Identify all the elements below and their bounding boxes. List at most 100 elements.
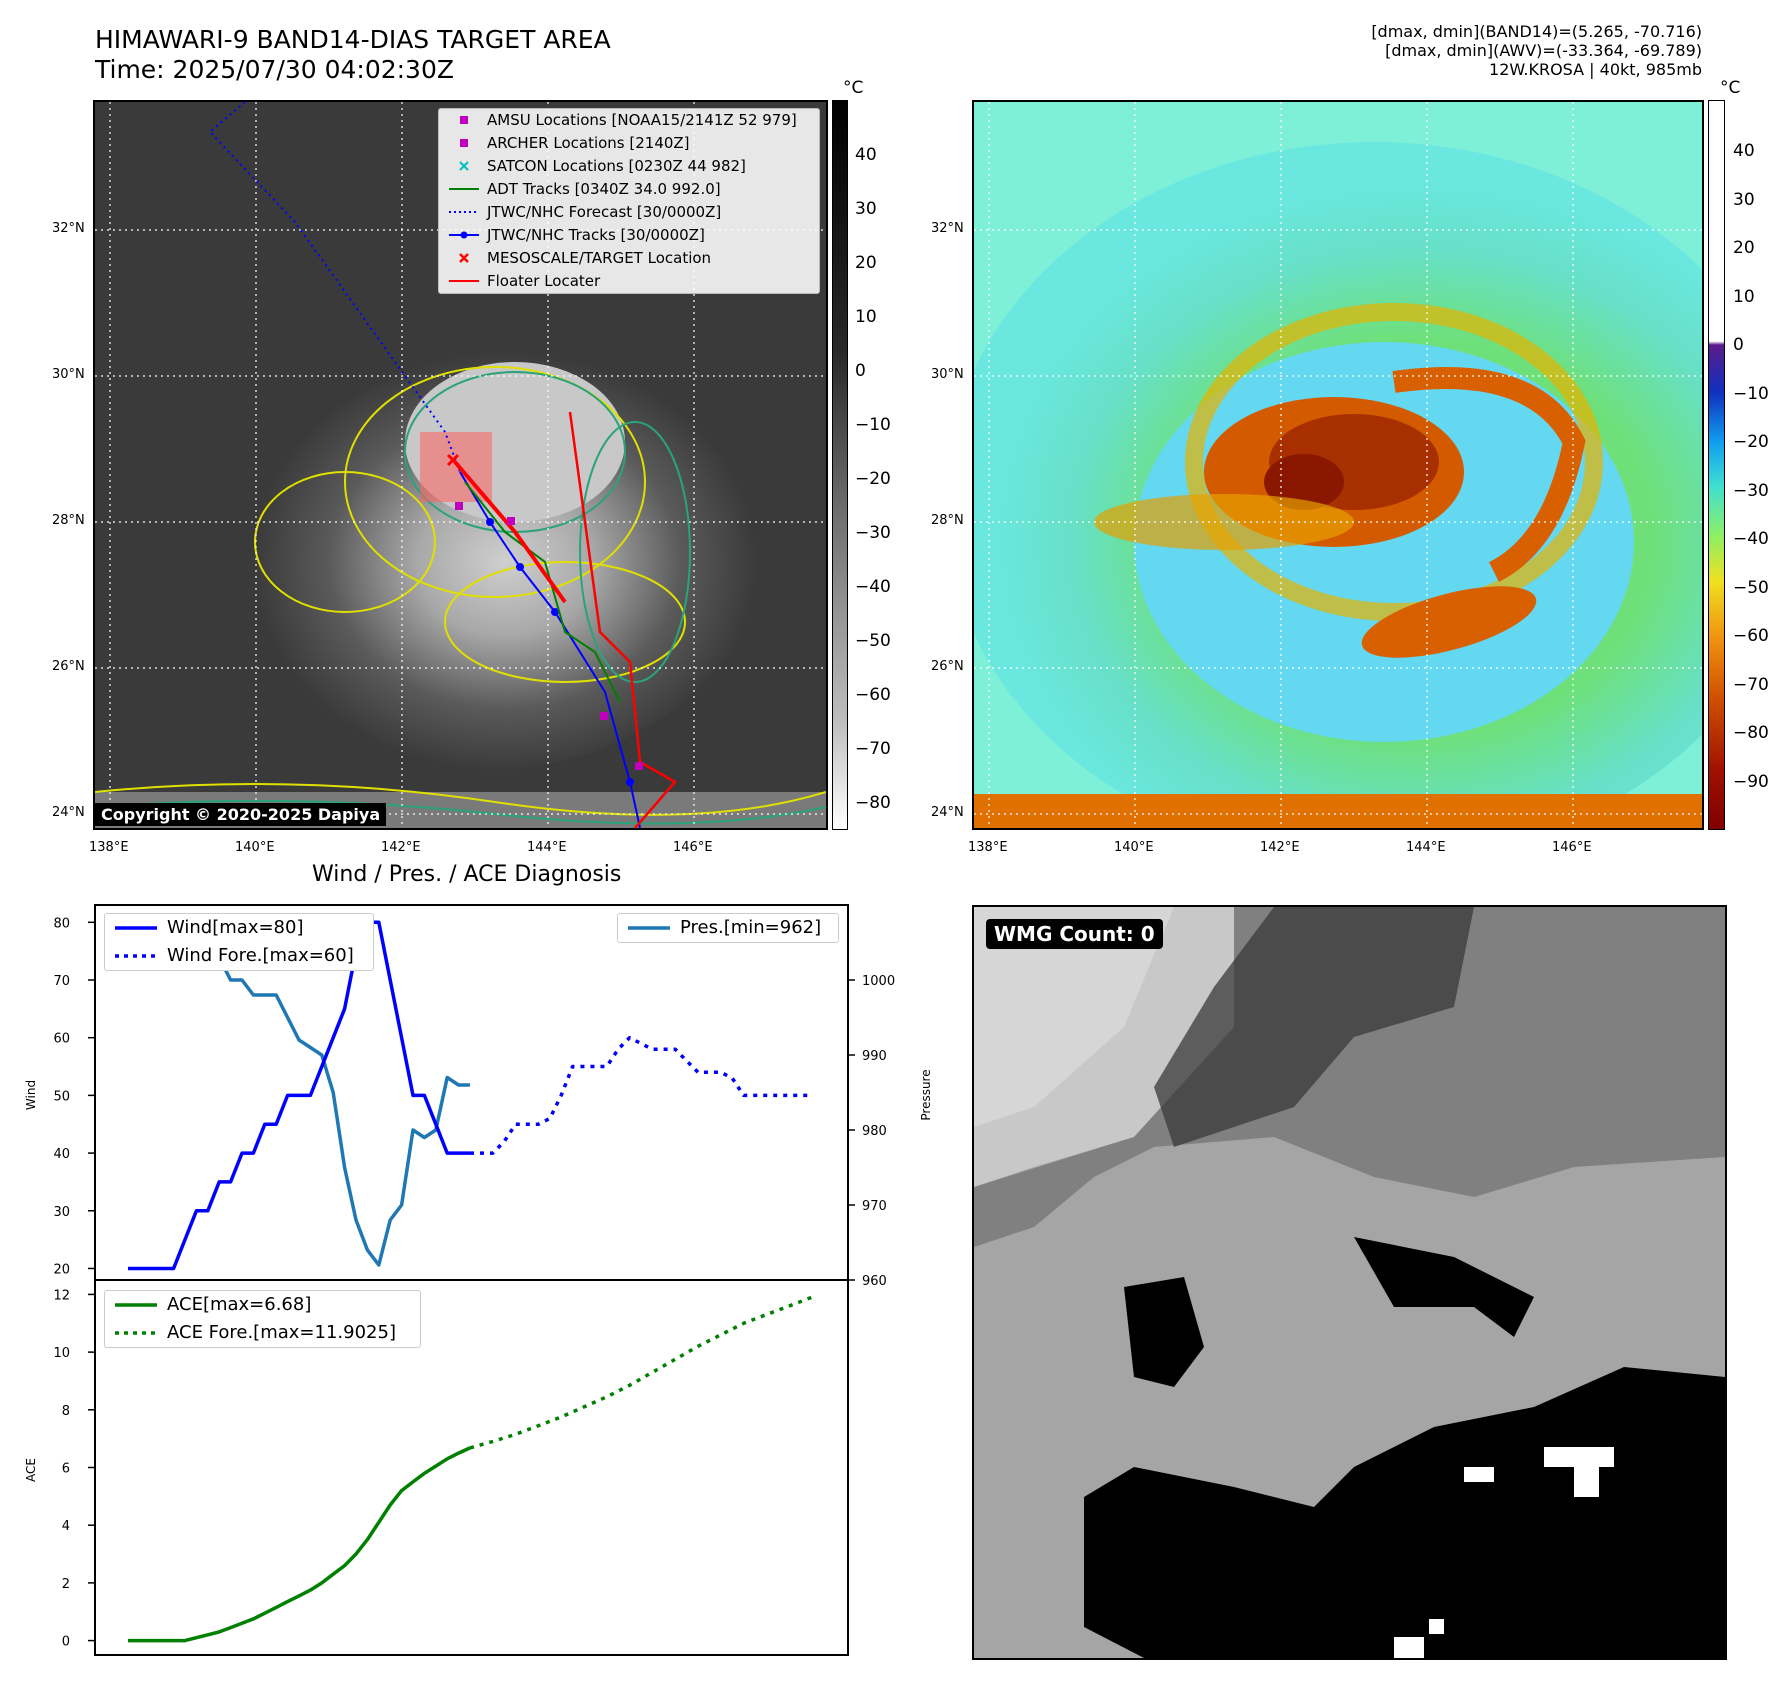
y-tick-label: 60 <box>53 1032 70 1047</box>
lat-label: 24°N <box>931 805 964 820</box>
lon-label: 146°E <box>1552 840 1592 855</box>
square-marker-icon <box>460 139 468 147</box>
lat-label: 30°N <box>52 367 85 382</box>
color-colorbar <box>1708 100 1725 830</box>
lat-label: 32°N <box>931 221 964 236</box>
wind-y-ticks: 80 70 60 50 40 30 20 <box>53 916 95 1277</box>
colorbar-tick: −50 <box>855 631 891 651</box>
line-icon <box>115 1303 157 1307</box>
colorbar-tick: −40 <box>855 577 891 597</box>
colorbar-tick: −30 <box>1733 481 1769 501</box>
colorbar-tick: −10 <box>1733 384 1769 404</box>
colorbar-tick: 40 <box>855 145 877 165</box>
wmg-count-badge: WMG Count: 0 <box>986 919 1163 949</box>
line-icon <box>115 926 157 930</box>
y-tick-label: 1000 <box>862 974 895 989</box>
dotted-line-icon <box>115 954 157 958</box>
lon-label: 138°E <box>968 840 1008 855</box>
y-tick-label: 2 <box>62 1577 70 1592</box>
colorbar-tick: −10 <box>855 415 891 435</box>
y-tick-label: 970 <box>862 1199 887 1214</box>
line-icon <box>449 188 479 190</box>
wmg-panel: WMG Count: 0 <box>972 905 1727 1660</box>
ace-legend: ACE[max=6.68] ACE Fore.[max=11.9025] <box>104 1290 421 1348</box>
y-tick-label: 8 <box>62 1404 70 1419</box>
colorbar-tick: −70 <box>855 739 891 759</box>
y-tick-label: 70 <box>53 974 70 989</box>
colorbar-tick: −20 <box>1733 432 1769 452</box>
lat-label: 28°N <box>931 513 964 528</box>
legend-item-wind: Wind[max=80] <box>105 914 373 942</box>
legend-item-ace: ACE[max=6.68] <box>105 1291 420 1319</box>
line-icon <box>449 280 479 282</box>
colorbar-tick: −30 <box>855 523 891 543</box>
map-legend: AMSU Locations [NOAA15/2141Z 52 979] ARC… <box>438 108 820 294</box>
colorbar-tick: −80 <box>855 793 891 813</box>
y-tick-label: 990 <box>862 1049 887 1064</box>
lat-label: 26°N <box>931 659 964 674</box>
lon-label: 146°E <box>673 840 713 855</box>
y-tick-label: 20 <box>53 1262 70 1277</box>
ace-lines <box>128 1295 813 1643</box>
lon-label: 144°E <box>527 840 567 855</box>
title-line-1: HIMAWARI-9 BAND14-DIAS TARGET AREA <box>95 25 611 54</box>
y-tick-label: 80 <box>53 916 70 931</box>
lat-label: 24°N <box>52 805 85 820</box>
y-tick-label: 0 <box>62 1635 70 1650</box>
colorbar-tick: −80 <box>1733 723 1769 743</box>
wind-legend: Wind[max=80] Wind Fore.[max=60] <box>104 913 374 971</box>
line-dot-icon <box>449 231 479 239</box>
lat-label: 30°N <box>931 367 964 382</box>
lon-label: 140°E <box>1114 840 1154 855</box>
x-marker-icon <box>459 161 469 171</box>
colorbar-tick: −60 <box>855 685 891 705</box>
series-line <box>128 1446 471 1643</box>
diagnosis-title: Wind / Pres. / ACE Diagnosis <box>312 862 622 887</box>
y-tick-label: 30 <box>53 1205 70 1220</box>
colorbar-tick: −70 <box>1733 675 1769 695</box>
pressure-axis-label: Pressure <box>919 1069 930 1120</box>
legend-item-forecast: JTWC/NHC Forecast [30/0000Z] <box>439 201 819 224</box>
lat-label: 32°N <box>52 221 85 236</box>
colorbar-tick: 0 <box>855 361 866 381</box>
colorbar-tick: −60 <box>1733 626 1769 646</box>
square-marker-icon <box>460 116 468 124</box>
lon-label: 142°E <box>1260 840 1300 855</box>
legend-item-target: MESOSCALE/TARGET Location <box>439 247 819 270</box>
series-line <box>128 920 470 1271</box>
gray-colorbar <box>832 100 848 830</box>
series-line <box>470 1035 812 1155</box>
colorbar-tick: 0 <box>1733 335 1744 355</box>
y-tick-label: 960 <box>862 1274 887 1289</box>
lat-label: 28°N <box>52 513 85 528</box>
legend-item-amsu: AMSU Locations [NOAA15/2141Z 52 979] <box>439 109 819 132</box>
figure-title: HIMAWARI-9 BAND14-DIAS TARGET AREA Time:… <box>95 25 611 85</box>
legend-item-tracks: JTWC/NHC Tracks [30/0000Z] <box>439 224 819 247</box>
colorbar-tick: 10 <box>855 307 877 327</box>
colorbar-tick: −90 <box>1733 772 1769 792</box>
ace-axis-label: ACE <box>24 1458 38 1482</box>
storm-info: [dmax, dmin](BAND14)=(5.265, -70.716) [d… <box>1102 22 1702 79</box>
legend-item-floater: Floater Locater <box>439 270 819 293</box>
legend-item-satcon: SATCON Locations [0230Z 44 982] <box>439 155 819 178</box>
colorbar-tick: 30 <box>1733 190 1755 210</box>
y-tick-label: 980 <box>862 1124 887 1139</box>
wmg-image <box>974 907 1725 1658</box>
legend-item-pressure: Pres.[min=962] <box>618 914 838 942</box>
colorbar-tick: 40 <box>1733 141 1755 161</box>
colorbar-tick: 20 <box>855 253 877 273</box>
wind-axis-label: Wind <box>24 1080 38 1110</box>
line-icon <box>628 926 670 930</box>
pressure-legend: Pres.[min=962] <box>617 913 839 943</box>
lat-label: 26°N <box>52 659 85 674</box>
colorbar-tick: 10 <box>1733 287 1755 307</box>
y-tick-label: 12 <box>53 1288 70 1303</box>
colorbar-tick: 30 <box>855 199 877 219</box>
colorbar-tick: −50 <box>1733 578 1769 598</box>
y-tick-label: 40 <box>53 1147 70 1162</box>
info-line-2: [dmax, dmin](AWV)=(-33.364, -69.789) <box>1385 41 1702 60</box>
y-tick-label: 10 <box>53 1346 70 1361</box>
title-line-2: Time: 2025/07/30 04:02:30Z <box>95 55 454 84</box>
lon-label: 140°E <box>235 840 275 855</box>
